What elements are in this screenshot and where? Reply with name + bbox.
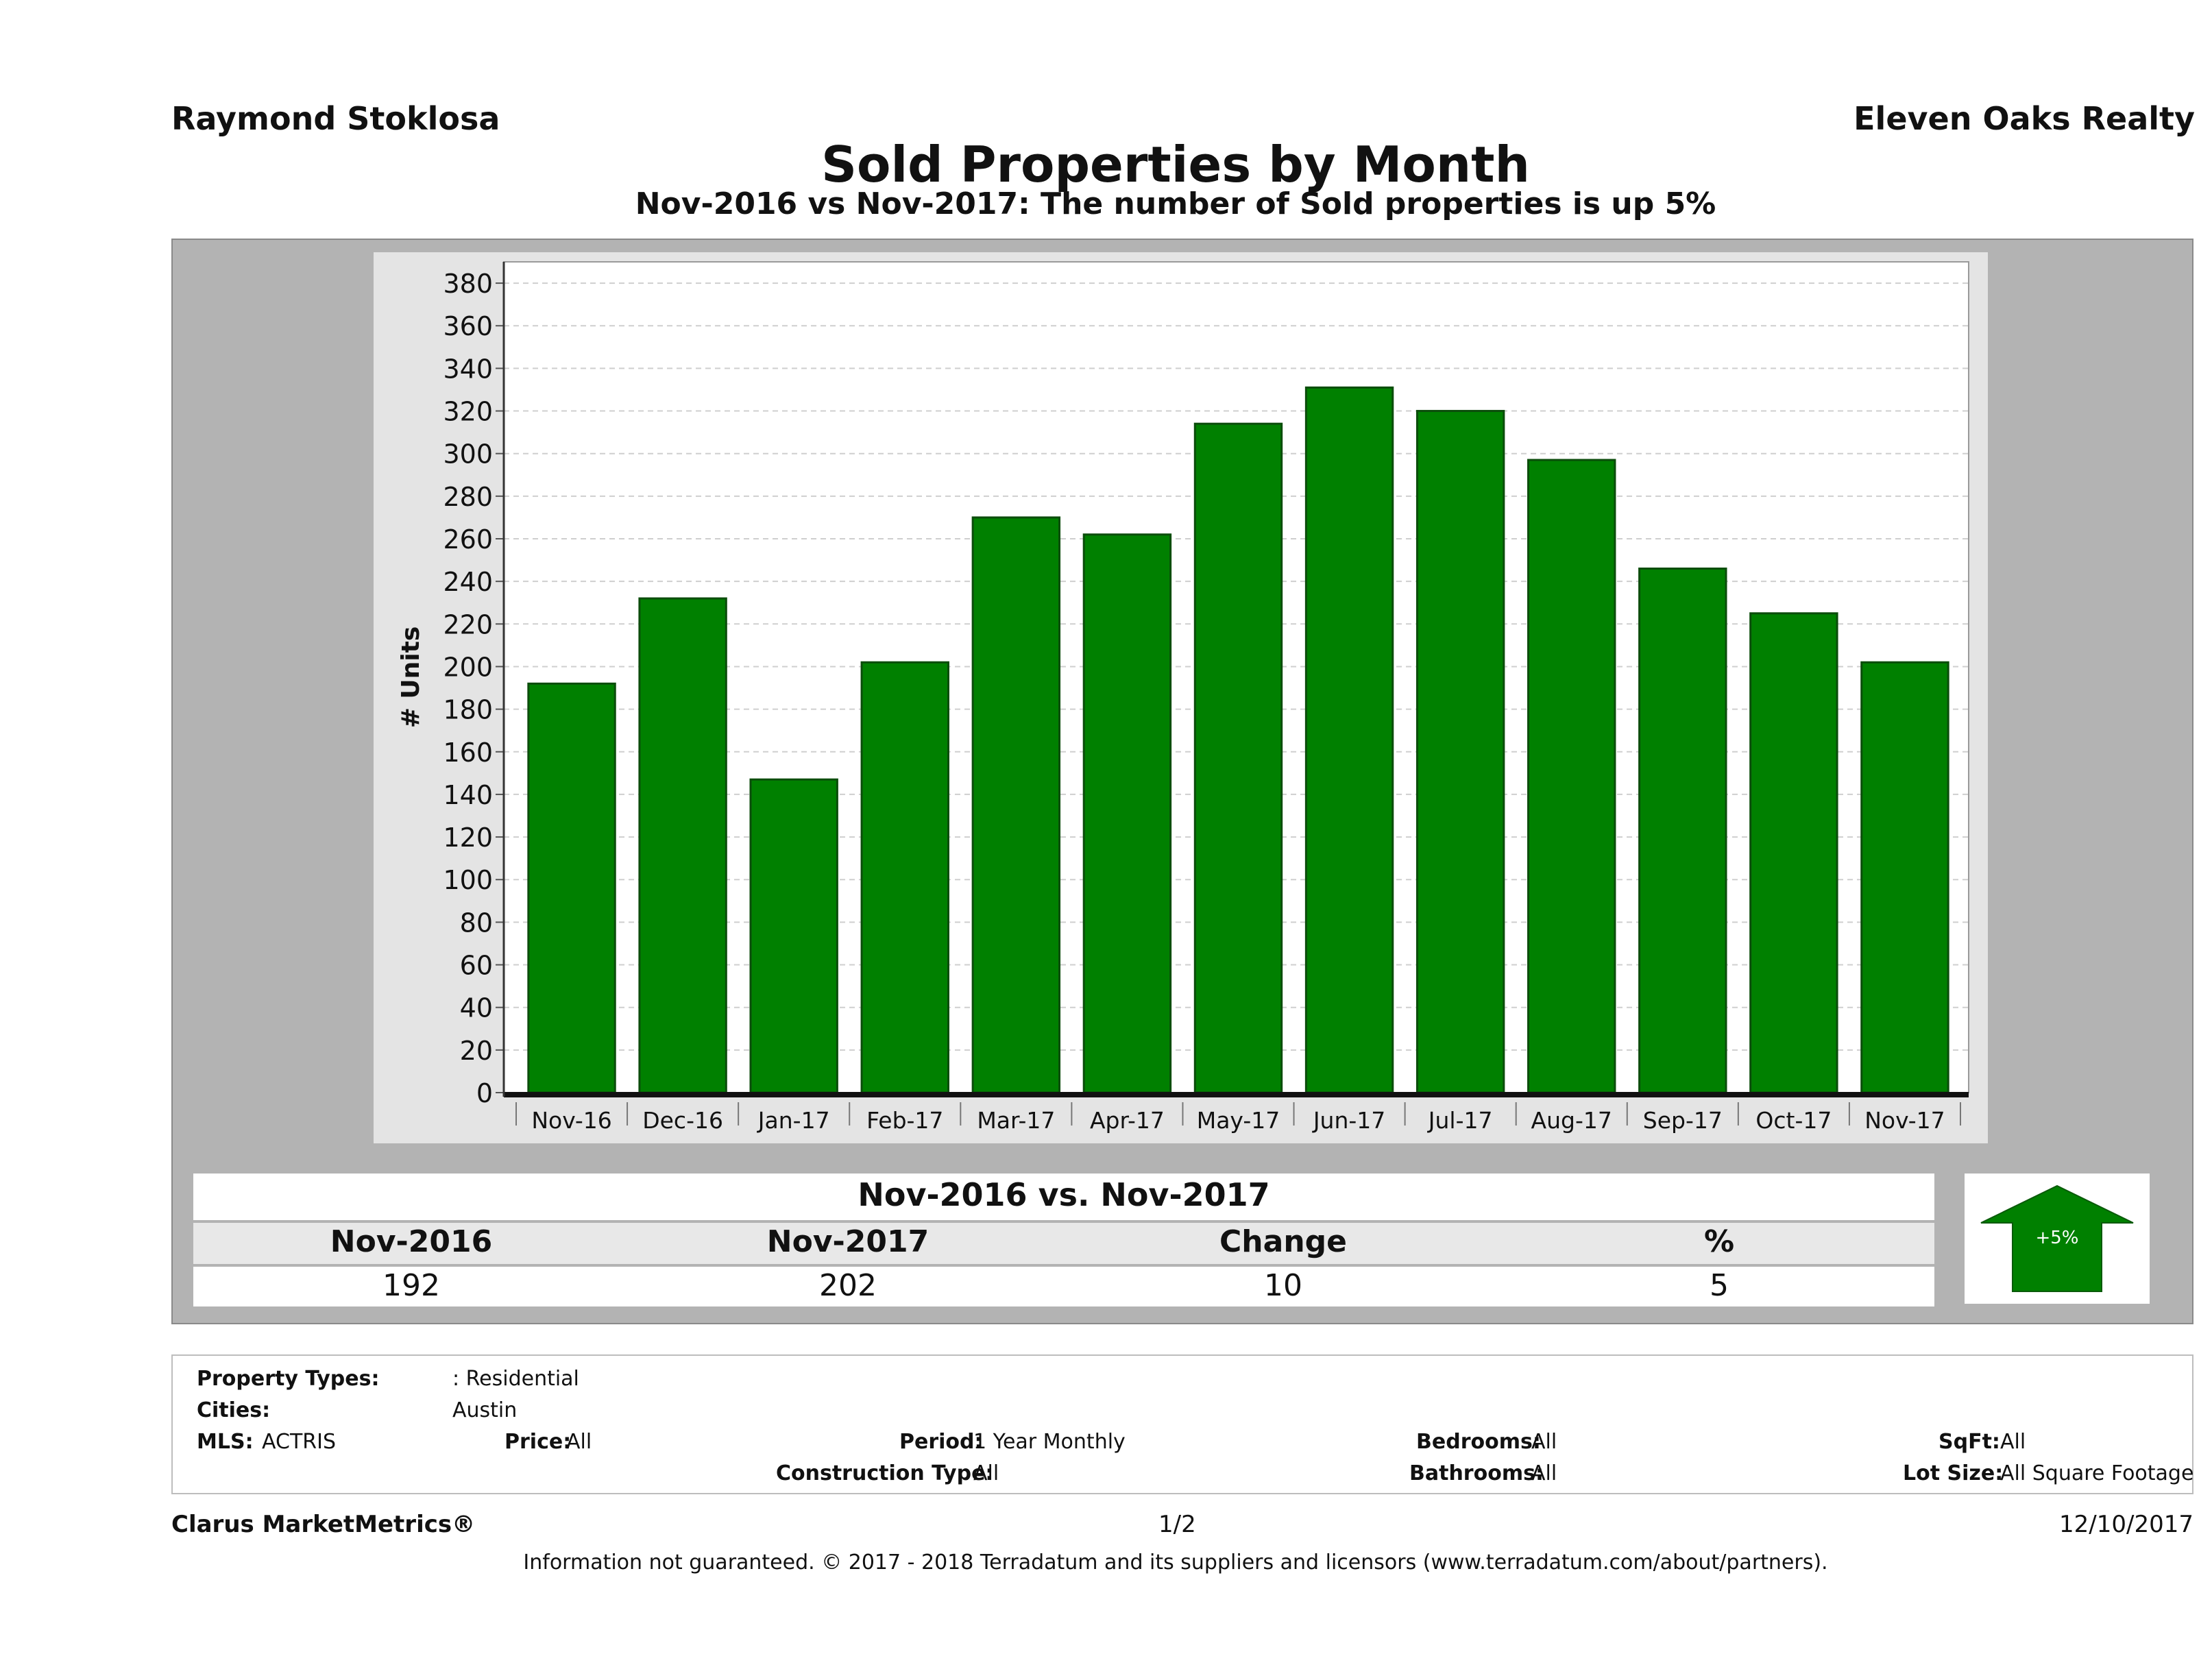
bathrooms-label: Bathrooms: <box>1409 1461 1544 1485</box>
mls-value: ACTRIS <box>262 1430 337 1454</box>
y-tick-label: 0 <box>476 1078 493 1108</box>
chart-subtitle: Nov-2016 vs Nov-2017: The number of Sold… <box>635 186 1716 221</box>
y-tick-label: 280 <box>443 482 493 512</box>
bar-sep-17 <box>1638 568 1727 1094</box>
chart-title: Sold Properties by Month <box>821 136 1530 193</box>
bar-chart: 0 20 40 60 80 100 120 140 160 180 200 220 240 260 280 3… <box>397 261 1969 1134</box>
y-tick-label: 320 <box>443 397 493 427</box>
summary-header-row <box>193 1223 1934 1264</box>
x-tick-label: Aug-17 <box>1531 1107 1612 1134</box>
mls-label: MLS: <box>197 1430 254 1454</box>
x-tick-label: Sep-17 <box>1643 1107 1723 1134</box>
summary-value-nov-2016: 192 <box>382 1268 440 1303</box>
period-value: 1 Year Monthly <box>973 1430 1126 1454</box>
y-tick-label: 120 <box>443 823 493 853</box>
company-name: Eleven Oaks Realty <box>1854 100 2195 137</box>
y-tick-label: 240 <box>443 567 493 597</box>
bar-feb-17 <box>860 661 949 1094</box>
y-tick-label: 260 <box>443 524 493 555</box>
change-badge-label: +5% <box>2035 1228 2078 1248</box>
summary-header-percent: % <box>1703 1224 1735 1259</box>
x-tick-label: Nov-16 <box>531 1107 611 1134</box>
x-tick-label: Dec-16 <box>642 1107 723 1134</box>
y-tick-label: 60 <box>460 951 493 981</box>
price-label: Price: <box>505 1430 572 1454</box>
x-tick-label: Jun-17 <box>1312 1107 1385 1134</box>
y-tick-label: 340 <box>443 354 493 384</box>
x-tick-label: Feb-17 <box>866 1107 943 1134</box>
bar-oct-17 <box>1749 612 1838 1094</box>
cities-label: Cities: <box>197 1398 271 1422</box>
y-tick-label: 380 <box>443 269 493 299</box>
y-tick-label: 220 <box>443 609 493 640</box>
page-number: 1/2 <box>1158 1511 1196 1538</box>
bar-may-17 <box>1193 422 1283 1094</box>
y-tick-label: 180 <box>443 695 493 725</box>
bar-jan-17 <box>749 778 838 1094</box>
construction-type-value: All <box>973 1461 999 1485</box>
y-tick-label: 140 <box>443 780 493 810</box>
lot-size-value: All Square Footage <box>2000 1461 2194 1485</box>
summary-value-nov-2017: 202 <box>819 1268 877 1303</box>
footer-brand: Clarus MarketMetrics® <box>171 1511 476 1538</box>
x-tick-label: Nov-17 <box>1864 1107 1945 1134</box>
y-tick-label: 200 <box>443 652 493 682</box>
report-date: 12/10/2017 <box>2059 1511 2193 1538</box>
y-tick-label: 20 <box>460 1036 493 1066</box>
bar-jun-17 <box>1304 386 1394 1094</box>
bar-mar-17 <box>971 516 1061 1094</box>
agent-name: Raymond Stoklosa <box>171 100 500 137</box>
bar-jul-17 <box>1415 410 1505 1094</box>
bar-dec-16 <box>638 597 727 1094</box>
bedrooms-value: All <box>1531 1430 1557 1454</box>
filter-panel <box>171 1354 2193 1494</box>
bar-aug-17 <box>1527 459 1616 1094</box>
price-value: All <box>566 1430 592 1454</box>
y-axis-title: # Units <box>397 627 425 729</box>
bar-apr-17 <box>1082 533 1172 1094</box>
sqft-label: SqFt: <box>1938 1430 2000 1454</box>
construction-type-label: Construction Type: <box>776 1461 994 1485</box>
y-tick-label: 80 <box>460 908 493 938</box>
summary-value-row <box>193 1267 1934 1306</box>
summary-header-nov-2016: Nov-2016 <box>330 1224 493 1259</box>
x-tick-label: Jan-17 <box>757 1107 830 1134</box>
up-arrow-icon: +5% <box>1980 1184 2134 1292</box>
bar-nov-17 <box>1860 661 1949 1094</box>
y-tick-label: 300 <box>443 439 493 470</box>
x-tick-label: Mar-17 <box>977 1107 1055 1134</box>
property-types-value: : Residential <box>452 1367 579 1391</box>
summary-value-change: 10 <box>1264 1268 1302 1303</box>
summary-header-change: Change <box>1219 1224 1347 1259</box>
lot-size-label: Lot Size: <box>1903 1461 2004 1485</box>
x-tick-label: Oct-17 <box>1755 1107 1832 1134</box>
summary-title-bar <box>193 1174 1934 1220</box>
bedrooms-label: Bedrooms: <box>1416 1430 1541 1454</box>
y-tick-label: 160 <box>443 738 493 768</box>
summary-header-nov-2017: Nov-2017 <box>766 1224 929 1259</box>
disclaimer: Information not guaranteed. © 2017 - 201… <box>523 1551 1828 1574</box>
property-types-label: Property Types: <box>197 1367 380 1391</box>
x-tick-label: Apr-17 <box>1090 1107 1165 1134</box>
bathrooms-value: All <box>1531 1461 1557 1485</box>
y-tick-label: 100 <box>443 865 493 895</box>
sqft-value: All <box>2000 1430 2026 1454</box>
x-tick-label: May-17 <box>1197 1107 1280 1134</box>
period-label: Period: <box>899 1430 983 1454</box>
cities-value: Austin <box>452 1398 518 1422</box>
y-tick-label: 360 <box>443 311 493 341</box>
y-tick-label: 40 <box>460 993 493 1023</box>
x-tick-label: Jul-17 <box>1427 1107 1493 1134</box>
summary-value-percent: 5 <box>1710 1268 1729 1303</box>
summary-title: Nov-2016 vs. Nov-2017 <box>858 1176 1270 1213</box>
bar-nov-16 <box>527 682 616 1094</box>
